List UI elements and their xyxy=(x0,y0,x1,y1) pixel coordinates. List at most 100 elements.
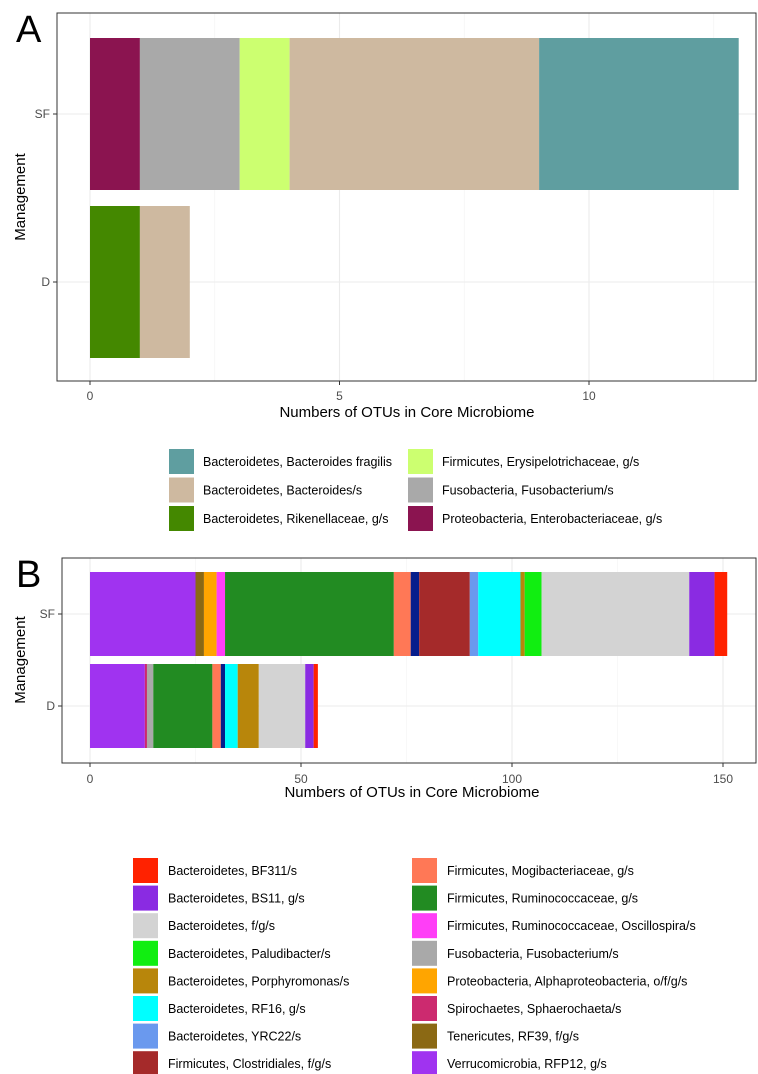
legend-swatch xyxy=(412,940,437,966)
panel-b-y-axis-title: Management xyxy=(12,615,29,703)
legend-label: Bacteroidetes, Rikenellaceae, g/s xyxy=(203,512,389,526)
legend-item-firmicutes-ruminococcaceae-g-s: Firmicutes, Ruminococcaceae, g/s xyxy=(412,885,638,911)
legend-label: Bacteroidetes, Bacteroides/s xyxy=(203,484,362,498)
panel-b-label: B xyxy=(16,554,41,596)
legend-swatch xyxy=(169,449,194,474)
bar-segment-d-spirochaetes-sphaerochaeta-s xyxy=(144,664,147,748)
legend-item-spirochaetes-sphaerochaeta-s: Spirochaetes, Sphaerochaeta/s xyxy=(412,996,621,1021)
legend-swatch xyxy=(412,1023,437,1049)
x-tick-label-0: 0 xyxy=(87,772,94,786)
legend-label: Bacteroidetes, Porphyromonas/s xyxy=(168,974,349,988)
panel-b: B SF D 0 50 100 150 Numbers of OTUs in Core … xyxy=(12,554,757,1074)
bar-segment-sf-bacteroidetes-bs11-g-s xyxy=(689,572,715,656)
bar-segment-d-verrucomicrobia-rfp12-g-s xyxy=(90,664,145,748)
legend-item-firmicutes-mogibacteriaceae-g-s: Firmicutes, Mogibacteriaceae, g/s xyxy=(412,858,634,883)
legend-swatch xyxy=(412,996,437,1021)
legend-swatch xyxy=(408,449,433,474)
legend-swatch xyxy=(133,1051,158,1074)
bar-segment-d-fusobacteria-fusobacterium-s xyxy=(146,664,154,748)
legend-label: Bacteroidetes, YRC22/s xyxy=(168,1030,301,1044)
legend-item-bacteroidetes-f-g-s: Bacteroidetes, f/g/s xyxy=(133,913,275,939)
legend-swatch xyxy=(412,913,437,939)
legend-item-bacteroidetes-porphyromonas-s: Bacteroidetes, Porphyromonas/s xyxy=(133,968,349,994)
bar-segment-sf-verrucomicrobia-rfp12-g-s xyxy=(90,572,196,656)
y-tick-label-sf: SF xyxy=(35,107,50,121)
legend-swatch xyxy=(133,913,158,939)
bar-segment-sf-firmicutes-ruminococcaceae-g-s xyxy=(225,572,394,656)
legend-label: Fusobacteria, Fusobacterium/s xyxy=(442,484,614,498)
legend-swatch xyxy=(169,477,194,503)
legend-item-verrucomicrobia-rfp12-g-s: Verrucomicrobia, RFP12, g/s xyxy=(412,1051,607,1074)
bar-segment-d-bacteroidetes-porphyromonas-s xyxy=(237,664,259,748)
legend-item-proteobacteria-alphaproteobacteria-o-f-g-s: Proteobacteria, Alphaproteobacteria, o/f… xyxy=(412,968,687,994)
legend-swatch xyxy=(133,858,158,883)
legend-item-bacteroidetes-bs11-g-s: Bacteroidetes, BS11, g/s xyxy=(133,885,305,911)
x-tick-label-5: 5 xyxy=(336,389,343,403)
legend-label: Bacteroidetes, Bacteroides fragilis xyxy=(203,455,392,469)
legend-item-firmicutes-ruminococcaceae-oscillospira-s: Firmicutes, Ruminococcaceae, Oscillospir… xyxy=(412,913,696,939)
legend-label: Firmicutes, Erysipelotrichaceae, g/s xyxy=(442,455,639,469)
bar-segment-sf-proteobacteria-alphaproteobacteria-o-f-g-s xyxy=(203,572,217,656)
panel-b-border xyxy=(61,557,757,764)
legend-label: Fusobacteria, Fusobacterium/s xyxy=(447,947,619,961)
bar-segment-sf-firmicutes-clostridiales-f-g-s xyxy=(419,572,470,656)
bar-segment-d-bacteroidetes-rikenellaceae-g-s xyxy=(90,206,140,358)
legend-label: Bacteroidetes, RF16, g/s xyxy=(168,1002,306,1016)
legend-swatch xyxy=(412,858,437,883)
legend-item-bacteroidetes-paludibacter-s: Bacteroidetes, Paludibacter/s xyxy=(133,940,331,966)
legend-swatch xyxy=(408,506,433,531)
bar-segment-d-firmicutes-erysipelotrichaceae-rfn20-s xyxy=(220,664,226,748)
legend-item-bacteroidetes-yrc22-s: Bacteroidetes, YRC22/s xyxy=(133,1023,301,1049)
y-tick-label-d: D xyxy=(46,699,55,713)
legend-swatch xyxy=(412,968,437,994)
legend-label: Spirochaetes, Sphaerochaeta/s xyxy=(447,1002,621,1016)
legend-label: Verrucomicrobia, RFP12, g/s xyxy=(447,1057,607,1071)
bar-segment-d-bacteroidetes-rf16-g-s xyxy=(225,664,238,748)
y-tick-label-d: D xyxy=(41,275,50,289)
bar-segment-d-bacteroidetes-bacteroides-s xyxy=(139,206,190,358)
x-tick-label-150: 150 xyxy=(713,772,733,786)
panel-a: A SF D 0 5 10 Numbers of OTUs in Core Micro… xyxy=(12,9,757,531)
panel-b-x-ticks: 0 50 100 150 xyxy=(87,763,733,786)
legend-swatch xyxy=(133,996,158,1021)
legend-label: Firmicutes, Clostridiales, f/g/s xyxy=(168,1057,331,1071)
panel-a-border xyxy=(56,12,757,382)
bar-segment-d-firmicutes-ruminococcaceae-g-s xyxy=(153,664,213,748)
panel-b-legend: Bacteroidetes, BF311/s Firmicutes, Mogiba… xyxy=(133,858,696,1074)
legend-item-bacteroidetes-rf16-g-s: Bacteroidetes, RF16, g/s xyxy=(133,996,306,1021)
panel-a-label: A xyxy=(16,9,42,51)
legend-label: Proteobacteria, Alphaproteobacteria, o/f… xyxy=(447,974,687,988)
legend-swatch xyxy=(408,477,433,503)
panel-a-y-ticks: SF D xyxy=(35,107,57,289)
bar-segment-sf-bacteroidetes-yrc22-s xyxy=(469,572,479,656)
panel-a-y-axis-title: Management xyxy=(12,152,29,240)
legend-item-firmicutes-erysipelotrichaceae-g-s: Firmicutes, Erysipelotrichaceae, g/s xyxy=(408,449,639,474)
legend-swatch xyxy=(133,940,158,966)
x-tick-label-10: 10 xyxy=(582,389,596,403)
legend-label: Bacteroidetes, f/g/s xyxy=(168,919,275,933)
bar-segment-sf-fusobacteria-fusobacterium-s xyxy=(139,38,240,190)
legend-label: Bacteroidetes, BF311/s xyxy=(168,864,297,878)
x-tick-label-100: 100 xyxy=(502,772,522,786)
panel-a-legend: Bacteroidetes, Bacteroides fragilis Firmi… xyxy=(169,449,662,531)
bar-segment-sf-bacteroidetes-rf16-g-s xyxy=(478,572,521,656)
legend-label: Firmicutes, Ruminococcaceae, Oscillospir… xyxy=(447,919,696,933)
bar-segment-d-bacteroidetes-f-g-s xyxy=(258,664,306,748)
panel-b-y-ticks: SF D xyxy=(40,607,62,713)
legend-label: Tenericutes, RF39, f/g/s xyxy=(447,1030,579,1044)
x-tick-label-0: 0 xyxy=(87,389,94,403)
bar-segment-sf-bacteroidetes-paludibacter-s xyxy=(524,572,542,656)
bar-segment-sf-firmicutes-ruminococcaceae-oscillospira-s xyxy=(216,572,226,656)
panel-a-bars xyxy=(90,38,739,358)
bar-segment-d-bacteroidetes-bf311-s xyxy=(313,664,318,748)
legend-item-firmicutes-clostridiales-f-g-s: Firmicutes, Clostridiales, f/g/s xyxy=(133,1051,331,1074)
legend-label: Firmicutes, Mogibacteriaceae, g/s xyxy=(447,864,634,878)
panel-b-x-axis-title: Numbers of OTUs in Core Microbiome xyxy=(284,784,539,801)
bar-segment-sf-firmicutes-erysipelotrichaceae-g-s xyxy=(239,38,290,190)
bar-segment-sf-proteobacteria-enterobacteriaceae-g-s xyxy=(90,38,140,190)
legend-swatch xyxy=(169,506,194,531)
y-tick-label-sf: SF xyxy=(40,607,55,621)
x-tick-label-50: 50 xyxy=(294,772,308,786)
legend-label: Firmicutes, Ruminococcaceae, g/s xyxy=(447,892,638,906)
